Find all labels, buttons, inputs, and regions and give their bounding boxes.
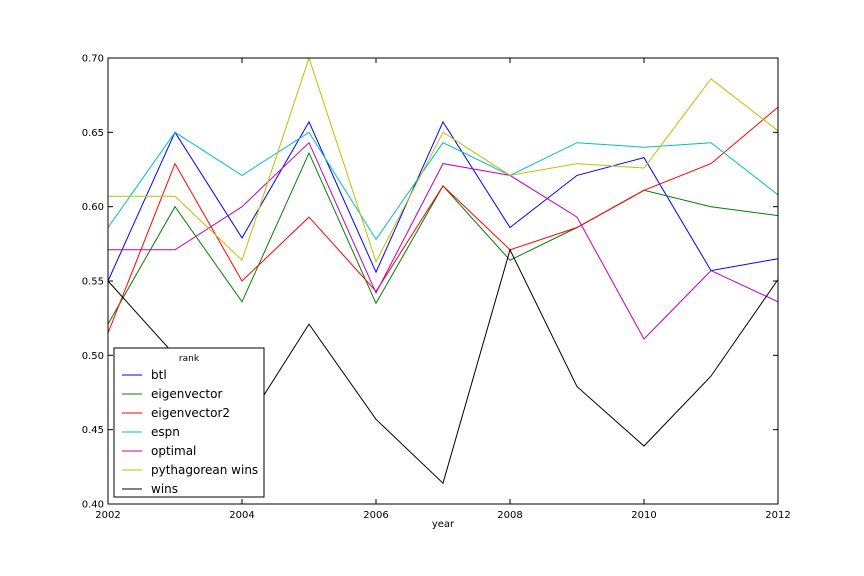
x-tick-label: 2006 — [363, 510, 388, 521]
legend-entry-pythagorean-wins: pythagorean wins — [122, 463, 258, 477]
series-line-espn — [107, 131, 779, 241]
y-tick-label: 0.60 — [82, 202, 104, 213]
legend-label: espn — [151, 425, 180, 439]
legend-entry-eigenvector: eigenvector — [122, 387, 222, 401]
y-tick-label: 0.65 — [82, 128, 104, 139]
series-line-btl — [107, 120, 779, 282]
y-tick-label: 0.70 — [82, 54, 104, 65]
legend-entry-optimal: optimal — [122, 444, 196, 458]
x-tick-label: 2002 — [95, 510, 120, 521]
y-tick-label: 0.50 — [82, 351, 104, 362]
legend-label: btl — [151, 368, 167, 382]
legend-entries: btl eigenvector eigenvector2 espn optimal pyt… — [122, 368, 258, 496]
legend-entry-wins: wins — [122, 482, 178, 496]
series-line-eigenvector2 — [107, 106, 779, 334]
legend-label: eigenvector2 — [151, 406, 230, 420]
legend-title: rank — [179, 354, 200, 364]
legend-entry-eigenvector2: eigenvector2 — [122, 406, 230, 420]
legend-box — [113, 347, 265, 498]
x-tick-label: 2010 — [631, 510, 656, 521]
y-tick-label: 0.40 — [82, 500, 104, 511]
series-line-eigenvector — [107, 151, 779, 325]
x-tick-label: 2012 — [765, 510, 790, 521]
y-tick-label: 0.45 — [82, 425, 104, 436]
legend-label: pythagorean wins — [151, 463, 258, 477]
legend-label: eigenvector — [151, 387, 222, 401]
legend-label: wins — [151, 482, 178, 496]
y-tick-label: 0.55 — [82, 277, 104, 288]
x-tick-label: 2004 — [229, 510, 254, 521]
ticks-layer: 2002 2004 2006 2008 2010 2012 0.40 0.45 0.50 0.55… — [82, 54, 791, 522]
legend-label: optimal — [151, 444, 196, 458]
legend-entry-btl: btl — [122, 368, 167, 382]
series-line-optimal — [108, 141, 779, 340]
x-axis-label: year — [432, 519, 455, 530]
legend: rank btl eigenvector eigenvector2 espn optim… — [113, 347, 265, 498]
legend-entry-espn: espn — [122, 425, 180, 439]
series-line-pythagorean-wins — [108, 56, 779, 263]
x-tick-label: 2008 — [497, 510, 522, 521]
